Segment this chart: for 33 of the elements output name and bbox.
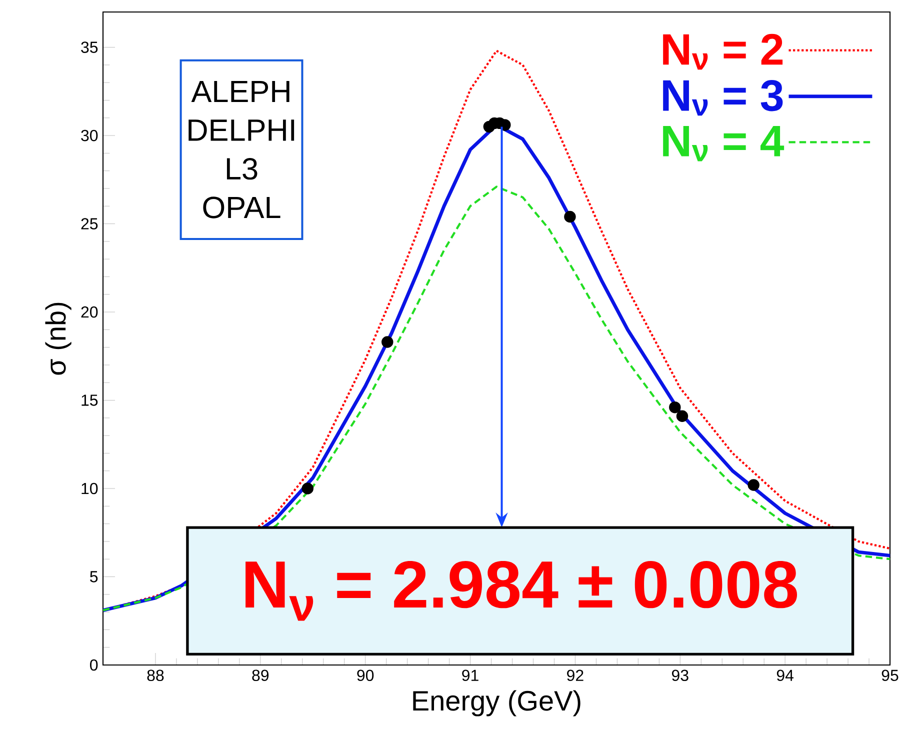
x-tick-label: 90	[357, 670, 374, 682]
y-tick-label: 10	[82, 482, 98, 494]
point	[748, 479, 760, 491]
y-tick-label: 20	[81, 306, 98, 318]
x-tick-label: 89	[252, 670, 269, 682]
annotation: ALEPH	[191, 80, 290, 102]
x-tick-label: 88	[147, 670, 164, 682]
x-tick-label: 93	[672, 670, 688, 682]
x-tick-label: 91	[462, 670, 478, 682]
point	[564, 210, 576, 223]
y-tick-label: 0	[90, 659, 98, 671]
x-tick-label: 94	[776, 670, 794, 682]
y-axis-title: σ (nb)	[45, 302, 72, 375]
annotation: L3	[226, 158, 258, 180]
point	[382, 336, 394, 348]
y-tick-label: 35	[81, 42, 98, 53]
annotation: N$_{ν}$ = 2.984 ± 0.008	[246, 560, 798, 621]
y-tick-label: 30	[81, 130, 98, 142]
legend-label: N$_{ν}$ = 4	[663, 126, 784, 162]
point	[669, 401, 681, 414]
y-tick-label: 5	[90, 571, 98, 582]
y-tick-label: 15	[82, 394, 98, 406]
annotation: DELPHI	[188, 120, 294, 141]
legend-label: N$_{ν}$ = 3	[663, 80, 783, 116]
x-axis-title: Energy (GeV)	[413, 690, 580, 716]
y-tick-label: 25	[81, 218, 98, 230]
annotation: OPAL	[203, 196, 280, 218]
point	[676, 410, 688, 422]
legend-label: N$_{ν}$ = 2	[663, 34, 783, 70]
x-tick-label: 92	[567, 670, 584, 682]
point	[302, 482, 314, 494]
point	[499, 119, 511, 131]
x-tick-label: 95	[882, 670, 898, 682]
